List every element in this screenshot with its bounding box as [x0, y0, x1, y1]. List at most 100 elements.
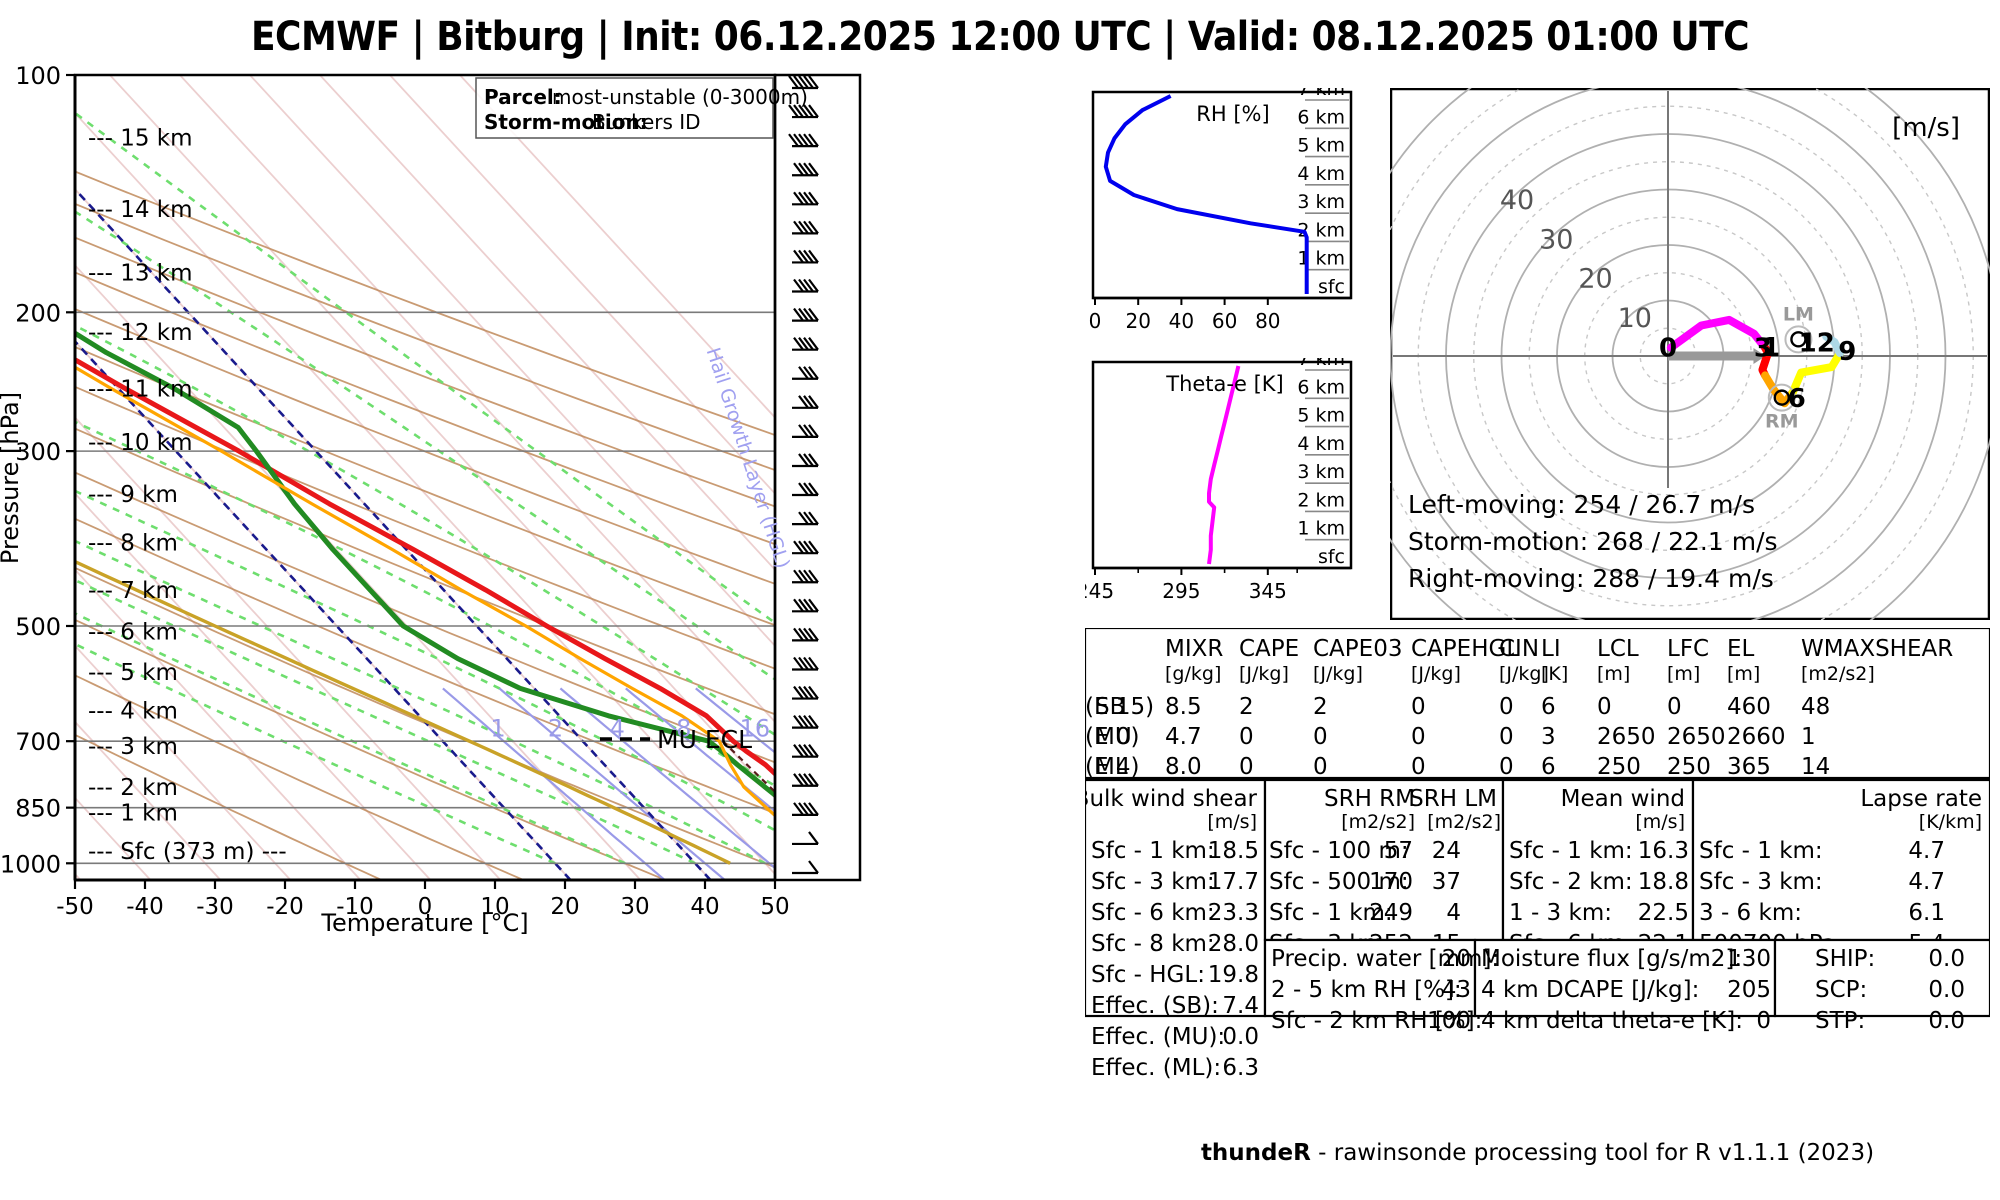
- table-box: [1263, 778, 1505, 942]
- skewt-height-label: --- 13 km: [88, 260, 193, 286]
- param-row-label: MU: [1095, 724, 1132, 750]
- skewt-ytick: 200: [15, 299, 61, 327]
- table-box: [1501, 778, 1695, 942]
- rh-xtick: 40: [1169, 309, 1194, 333]
- skewt-xtick: -30: [196, 894, 234, 920]
- thetae-curve: [1207, 365, 1241, 565]
- skewt-height-label: --- 10 km: [88, 430, 193, 456]
- rh-panel: sfc 1 km 2 km 3 km 4 km 5 km 6 km 7 km RH [%] 0…: [1085, 78, 1375, 350]
- hodograph-right-moving: Right-moving: 288 / 19.4 m/s: [1408, 564, 1774, 593]
- rh-ytick: 7 km: [1297, 88, 1345, 100]
- legend-storm-key: Storm-motion:: [484, 110, 648, 134]
- skewt-xtick: 30: [620, 894, 649, 920]
- param-cell: 6: [1541, 694, 1556, 720]
- rh-curve: [1103, 94, 1309, 294]
- srh-rm-title: SRH RM: [1324, 786, 1415, 812]
- param-cell: 250: [1667, 754, 1711, 780]
- thetae-ytick: sfc: [1318, 546, 1345, 568]
- param-col-unit: [J/kg]: [1239, 663, 1289, 685]
- thetae-ytick: 5 km: [1297, 405, 1345, 427]
- lapse-row-label: 3 - 6 km:: [1699, 900, 1802, 926]
- moisture-label: 4 km DCAPE [J/kg]:: [1481, 977, 1699, 1003]
- thetae-xtick: 345: [1249, 579, 1287, 603]
- skewt-height-label: --- 12 km: [88, 320, 193, 346]
- hodograph-point-label: 3: [1754, 334, 1772, 364]
- srh-lm-unit: [m2/s2]: [1427, 811, 1501, 833]
- hodograph-marker: [1790, 331, 1807, 348]
- srh-row-label: Sfc - 1 km:: [1269, 900, 1393, 926]
- moisture-value: 130: [1727, 946, 1771, 972]
- hodograph-point-label: 0: [1659, 334, 1677, 364]
- thetae-panel-title: Theta-e [K]: [1165, 372, 1284, 396]
- lapse-row-value: 6.1: [1908, 900, 1945, 926]
- param-cell: 3: [1541, 724, 1556, 750]
- rh-xtick: 20: [1125, 309, 1150, 333]
- shear-row-label: Sfc - 6 km:: [1091, 900, 1215, 926]
- param-cell: 4.7: [1165, 724, 1202, 750]
- lapse-row-label: Sfc - 1 km:: [1699, 838, 1823, 864]
- legend-parcel-value: most-unstable (0-3000m): [552, 85, 808, 109]
- hodograph-left-moving: Left-moving: 254 / 26.7 m/s: [1408, 490, 1755, 519]
- param-cell: 0: [1239, 724, 1254, 750]
- shear-row-label: Effec. (SB):: [1091, 993, 1219, 1019]
- hodograph-ring-label: 40: [1500, 185, 1534, 216]
- meanwind-unit: [m/s]: [1635, 811, 1685, 833]
- srh-rm-value: 249: [1369, 900, 1413, 926]
- skewt-ytick: 1000: [0, 850, 61, 878]
- thetae-ytick: 6 km: [1297, 376, 1345, 398]
- skewt-xtick: -50: [56, 894, 94, 920]
- param-cell: 2660: [1727, 724, 1786, 750]
- lapse-row-value: 4.7: [1908, 838, 1945, 864]
- param-cell: 0: [1313, 724, 1328, 750]
- shear-row-value: 28.0: [1208, 931, 1259, 957]
- param-cell: 0: [1239, 754, 1254, 780]
- skewt-legend-box: [475, 77, 774, 139]
- rh-ytick: sfc: [1318, 276, 1345, 298]
- meanwind-row-label: Sfc - 1 km:: [1509, 838, 1633, 864]
- srh-lm-title: SRH LM: [1409, 786, 1497, 812]
- skewt-xtick: 10: [480, 894, 509, 920]
- param-cell: 2650: [1667, 724, 1726, 750]
- skewt-xtick: 0: [418, 894, 433, 920]
- param-cell: 8.0: [1165, 754, 1202, 780]
- skewt-ytick: 500: [15, 613, 61, 641]
- rh-panel-svg: sfc 1 km 2 km 3 km 4 km 5 km 6 km 7 km RH [%] 0…: [1089, 78, 1353, 333]
- param-cell: 0: [1597, 694, 1612, 720]
- param-cell: 0: [1411, 724, 1426, 750]
- param-cell: 250: [1597, 754, 1641, 780]
- thetae-panel: sfc 1 km 2 km 3 km 4 km 5 km 6 km 7 km Theta-e …: [1076, 348, 1375, 620]
- lapse-row-value: 4.7: [1908, 869, 1945, 895]
- moisture-value: 43: [1442, 977, 1471, 1003]
- shear-row-label: Sfc - 3 km:: [1091, 869, 1215, 895]
- moisture-label: 2 - 5 km RH [%]:: [1271, 977, 1462, 1003]
- table-box: [1773, 938, 1992, 1018]
- table-box: [1691, 778, 1992, 942]
- param-col-header: LI: [1541, 636, 1561, 662]
- skewt-svg: -50 -40 -30 -20 -10 0 10 20 30 40 50 100 200 300 500 70…: [0, 62, 862, 937]
- skewt-height-label: --- 7 km: [88, 578, 178, 604]
- param-col-unit: [K]: [1541, 663, 1568, 685]
- skewt-xtick: -40: [126, 894, 164, 920]
- skewt-height-label: --- 4 km: [88, 699, 178, 725]
- shear-row-value: 18.5: [1208, 838, 1259, 864]
- shear-row-label: Sfc - HGL:: [1091, 962, 1205, 988]
- shear-row-label: Sfc - 1 km:: [1091, 838, 1215, 864]
- skewt-xtick: -10: [336, 894, 374, 920]
- skewt-xtick: 20: [550, 894, 579, 920]
- param-cell: 2650: [1597, 724, 1656, 750]
- param-col-header: CIN: [1499, 636, 1539, 662]
- mixing-ratio-label: 8: [676, 714, 691, 742]
- hodograph-point-label: 1: [1762, 333, 1780, 363]
- hodograph-segment: [1666, 315, 1770, 352]
- meanwind-row-value: 16.3: [1638, 838, 1689, 864]
- rh-xtick: 0: [1089, 309, 1102, 333]
- param-cell: 460: [1727, 694, 1771, 720]
- rh-ytick: 3 km: [1297, 191, 1345, 213]
- tables-svg: MIXR[g/kg]CAPE[J/kg]CAPE03[J/kg]CAPEHGL[…: [1074, 626, 1992, 1081]
- shear-unit: [m/s]: [1207, 811, 1257, 833]
- thetae-xtick: 245: [1085, 579, 1114, 603]
- footer-app-name: thundeR: [1200, 1140, 1311, 1166]
- index-value: 0.0: [1928, 1008, 1965, 1034]
- param-col-unit: [J/kg]: [1313, 663, 1363, 685]
- param-col-header: CAPE03: [1313, 636, 1402, 662]
